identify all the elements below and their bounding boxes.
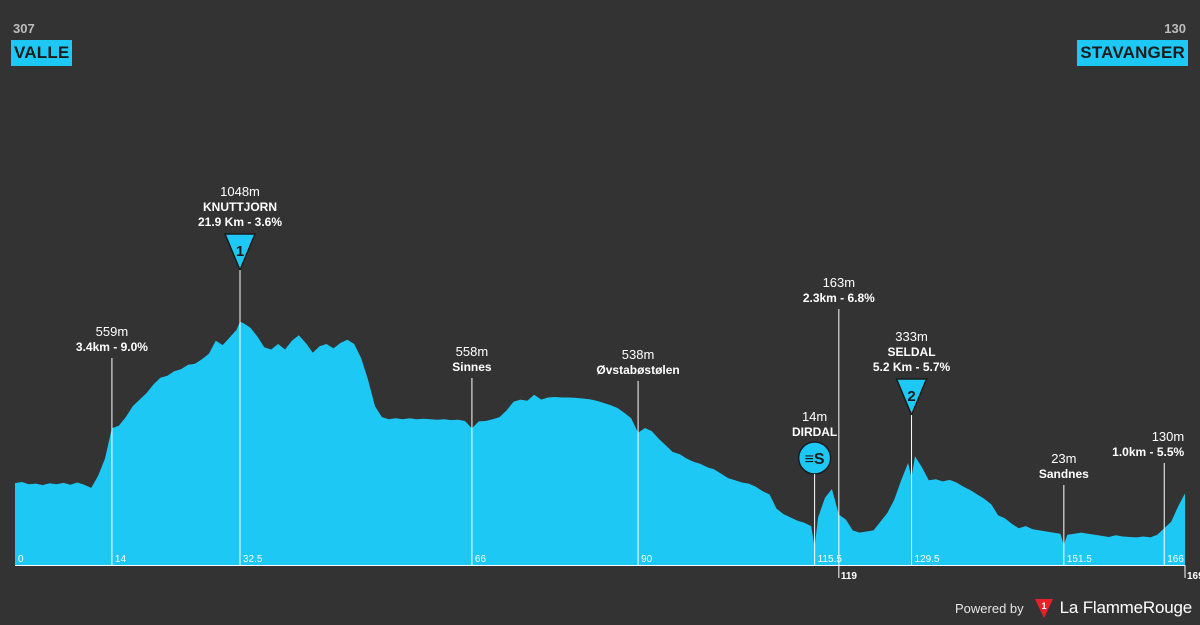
tick-label-0: 0 bbox=[18, 554, 24, 565]
marker-altitude: 1048m bbox=[220, 184, 260, 199]
marker-altitude: 23m bbox=[1051, 451, 1076, 466]
tick-label-115.5: 115.5 bbox=[818, 554, 843, 565]
marker-label: DIRDAL bbox=[792, 425, 837, 439]
marker-altitude: 559m bbox=[96, 324, 129, 339]
marker-label: 21.9 Km - 3.6% bbox=[198, 215, 282, 229]
tick-label-169: 169 bbox=[1187, 571, 1200, 582]
marker-altitude: 130m bbox=[1152, 429, 1185, 444]
tick-label-119: 119 bbox=[841, 571, 858, 582]
footer: Powered by 1 La FlammeRouge bbox=[955, 595, 1192, 621]
marker-label: 5.2 Km - 5.7% bbox=[873, 360, 951, 374]
tick-label-66: 66 bbox=[475, 554, 487, 565]
tick-label-32.5: 32.5 bbox=[243, 554, 263, 565]
powered-by-label: Powered by bbox=[955, 600, 1024, 616]
marker-label: KNUTTJORN bbox=[203, 200, 277, 214]
tick-label-90: 90 bbox=[641, 554, 653, 565]
marker-label: Øvstabøstølen bbox=[596, 363, 679, 377]
tick-label-151.5: 151.5 bbox=[1067, 554, 1092, 565]
flamme-rouge-logo-icon: 1 bbox=[1034, 599, 1053, 618]
tick-label-129.5: 129.5 bbox=[915, 554, 940, 565]
marker-label: 3.4km - 9.0% bbox=[76, 340, 148, 354]
profile-area bbox=[15, 321, 1185, 565]
start-city: VALLE bbox=[11, 40, 73, 66]
marker-label: 1.0km - 5.5% bbox=[1112, 445, 1184, 459]
tick-label-14: 14 bbox=[115, 554, 127, 565]
finish-city: STAVANGER bbox=[1077, 40, 1188, 66]
start-altitude: 307 bbox=[13, 21, 35, 36]
kom-badge-icon bbox=[223, 233, 257, 272]
kom-category: 1 bbox=[236, 243, 244, 260]
brand-name: La FlammeRouge bbox=[1059, 598, 1193, 617]
marker-label: SELDAL bbox=[888, 345, 936, 359]
kom-category: 2 bbox=[907, 388, 915, 405]
marker-altitude: 558m bbox=[456, 344, 489, 359]
sprint-symbol: ≡S bbox=[805, 451, 825, 468]
kom-badge-icon bbox=[895, 378, 928, 417]
finish-altitude: 130 bbox=[1164, 21, 1186, 36]
marker-label: Sinnes bbox=[452, 360, 492, 374]
marker-label: 2.3km - 6.8% bbox=[803, 291, 875, 305]
marker-altitude: 538m bbox=[622, 347, 655, 362]
marker-altitude: 14m bbox=[802, 409, 827, 424]
tick-label-166: 166 bbox=[1167, 554, 1184, 565]
marker-altitude: 333m bbox=[895, 329, 928, 344]
marker-altitude: 163m bbox=[823, 275, 856, 290]
marker-label: Sandnes bbox=[1039, 467, 1089, 481]
logo-glyph: 1 bbox=[1041, 601, 1046, 611]
